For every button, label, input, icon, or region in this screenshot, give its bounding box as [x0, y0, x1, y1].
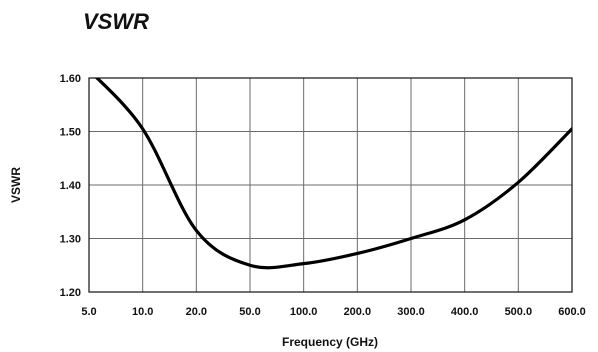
x-tick-label: 300.0: [397, 306, 425, 318]
x-tick-label: 400.0: [451, 306, 479, 318]
x-tick-label: 10.0: [132, 306, 153, 318]
y-tick-label: 1.60: [60, 73, 81, 85]
plot-frame: [88, 77, 573, 293]
x-tick-label: 600.0: [558, 306, 586, 318]
vswr-series-line: [94, 78, 572, 270]
chart-title: VSWR: [83, 9, 149, 34]
series-layer: [94, 78, 572, 270]
y-tick-label: 1.20: [60, 287, 81, 299]
y-axis-label: VSWR: [9, 167, 23, 203]
x-axis-ticks: 5.0 10.0 20.0 50.0 100.0 200.0 300.0 400.0 500.0…: [81, 306, 585, 318]
y-tick-label: 1.50: [60, 127, 81, 139]
x-tick-label: 100.0: [290, 306, 318, 318]
x-tick-label: 200.0: [344, 306, 372, 318]
x-tick-label: 500.0: [505, 306, 533, 318]
x-tick-label: 50.0: [239, 306, 260, 318]
y-tick-label: 1.40: [60, 180, 81, 192]
y-tick-label: 1.30: [60, 234, 81, 246]
y-axis-ticks: 1.20 1.30 1.40 1.50 1.60: [60, 73, 81, 299]
x-axis-label: Frequency (GHz): [282, 335, 378, 349]
x-tick-label: 20.0: [186, 306, 207, 318]
x-tick-label: 5.0: [81, 306, 96, 318]
